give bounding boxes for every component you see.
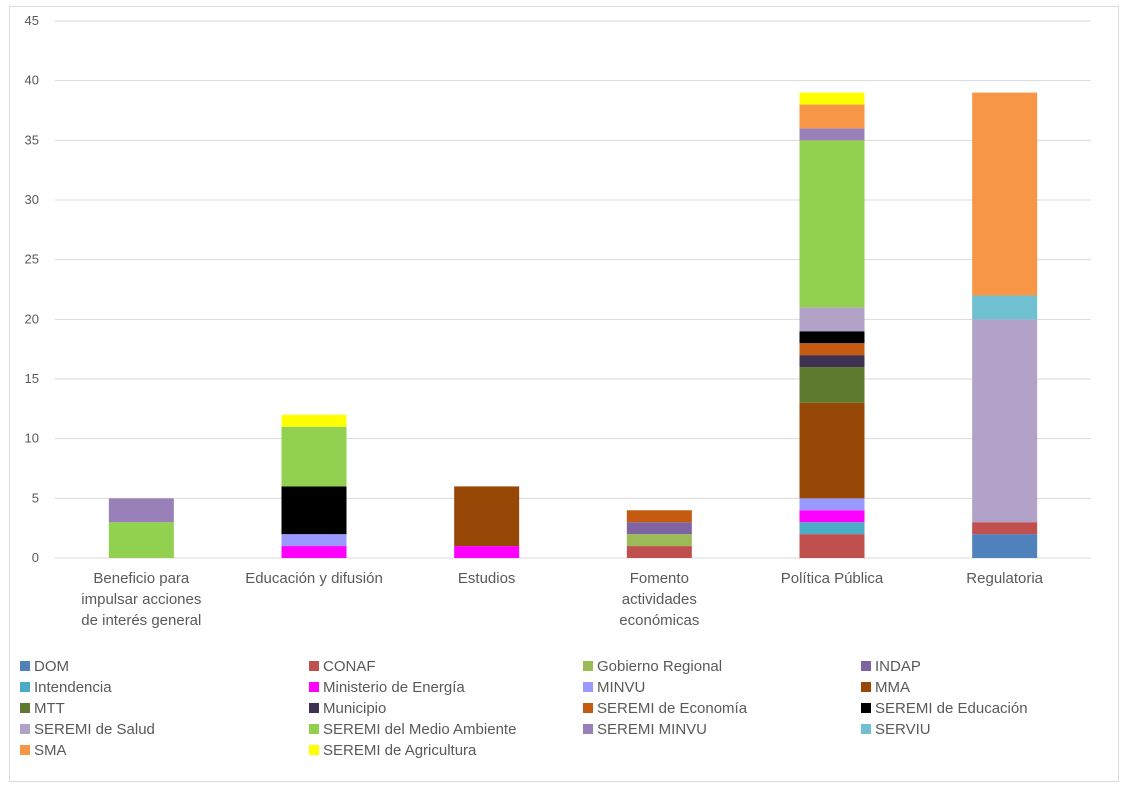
legend-label: Intendencia [34, 679, 112, 696]
y-tick-label: 0 [32, 550, 39, 565]
bar-segment [799, 343, 865, 356]
bar-segment [626, 510, 692, 523]
bar-segment [281, 426, 347, 487]
legend-swatch [861, 661, 871, 671]
y-tick-label: 45 [25, 13, 39, 28]
legend-label: SEREMI MINVU [597, 721, 707, 738]
bar-segment [799, 92, 865, 105]
legend-label: SEREMI del Medio Ambiente [323, 721, 516, 738]
legend-swatch [309, 724, 319, 734]
x-category-label: Estudios [458, 570, 516, 587]
legend-swatch [20, 703, 30, 713]
legend-swatch [20, 724, 30, 734]
bar-segment [799, 104, 865, 129]
gridlines [55, 20, 1091, 559]
bars [108, 92, 1038, 558]
bar-segment [972, 295, 1038, 320]
bar-segment [972, 319, 1038, 523]
legend-label: Municipio [323, 700, 386, 717]
legend-label: Ministerio de Energía [323, 679, 465, 696]
legend-swatch [309, 703, 319, 713]
x-category-label: Beneficio para [93, 570, 190, 587]
bar-segment [972, 522, 1038, 535]
legend-swatch [583, 661, 593, 671]
legend-swatch [861, 724, 871, 734]
x-category-label: económicas [619, 612, 699, 629]
x-category-label: Educación y difusión [245, 570, 383, 587]
bar-segment [626, 522, 692, 535]
bar-segment [108, 498, 174, 523]
bar-segment [799, 534, 865, 558]
bar-segment [799, 128, 865, 141]
x-category-label: Regulatoria [966, 570, 1043, 587]
legend-label: MMA [875, 679, 910, 696]
bar-segment [799, 331, 865, 344]
legend-swatch [20, 745, 30, 755]
legend-label: SEREMI de Educación [875, 700, 1028, 717]
bar-segment [281, 414, 347, 427]
legend-label: Gobierno Regional [597, 658, 722, 675]
bar-segment [454, 546, 520, 558]
y-tick-label: 20 [25, 311, 39, 326]
legend-label: MINVU [597, 679, 645, 696]
x-category-label: Fomento [630, 570, 689, 587]
legend-label: SEREMI de Salud [34, 721, 155, 738]
bar-segment [972, 92, 1038, 296]
bar-segment [626, 546, 692, 558]
y-tick-label: 10 [25, 431, 39, 446]
stacked-bar-chart: 0 5 10 15 20 25 30 35 40 45 Beneficio para impulsa… [20, 13, 1091, 759]
legend-label: MTT [34, 700, 65, 717]
y-axis: 0 5 10 15 20 25 30 35 40 45 [25, 13, 39, 565]
legend-label: CONAF [323, 658, 376, 675]
legend-label: SERVIU [875, 721, 931, 738]
legend-swatch [861, 703, 871, 713]
bar-segment [281, 546, 347, 558]
x-category-label: de interés general [81, 612, 201, 629]
y-tick-label: 15 [25, 371, 39, 386]
legend-swatch [309, 745, 319, 755]
legend-swatch [583, 724, 593, 734]
bar-segment [799, 522, 865, 535]
legend-swatch [861, 682, 871, 692]
bar-segment [972, 534, 1038, 558]
y-tick-label: 35 [25, 132, 39, 147]
legend-swatch [309, 682, 319, 692]
legend-swatch [309, 661, 319, 671]
y-tick-label: 25 [25, 252, 39, 267]
x-category-label: actividades [622, 591, 697, 608]
x-axis: Beneficio para impulsar acciones de interé… [81, 570, 1043, 629]
legend-swatch [20, 682, 30, 692]
y-tick-label: 30 [25, 192, 39, 207]
y-tick-label: 5 [32, 490, 39, 505]
legend-swatch [20, 661, 30, 671]
x-category-label: impulsar acciones [81, 591, 201, 608]
legend: DOM CONAF Gobierno Regional INDAP Intendenci… [20, 658, 1028, 759]
bar-segment [799, 402, 865, 499]
x-category-label: Política Pública [781, 570, 884, 587]
bar-segment [799, 140, 865, 308]
bar-segment [799, 355, 865, 368]
bar-segment [108, 522, 174, 558]
legend-label: INDAP [875, 658, 921, 675]
bar-segment [454, 486, 520, 547]
bar-segment [799, 307, 865, 332]
chart-frame: 0 5 10 15 20 25 30 35 40 45 Beneficio para impulsa… [9, 6, 1119, 782]
legend-label: SEREMI de Agricultura [323, 742, 477, 759]
legend-label: DOM [34, 658, 69, 675]
legend-swatch [583, 703, 593, 713]
bar-segment [281, 534, 347, 547]
bar-segment [799, 367, 865, 403]
legend-label: SMA [34, 742, 67, 759]
legend-swatch [583, 682, 593, 692]
bar-segment [799, 510, 865, 523]
legend-label: SEREMI de Economía [597, 700, 748, 717]
bar-segment [281, 486, 347, 535]
bar-segment [799, 498, 865, 511]
y-tick-label: 40 [25, 73, 39, 88]
bar-segment [626, 534, 692, 547]
